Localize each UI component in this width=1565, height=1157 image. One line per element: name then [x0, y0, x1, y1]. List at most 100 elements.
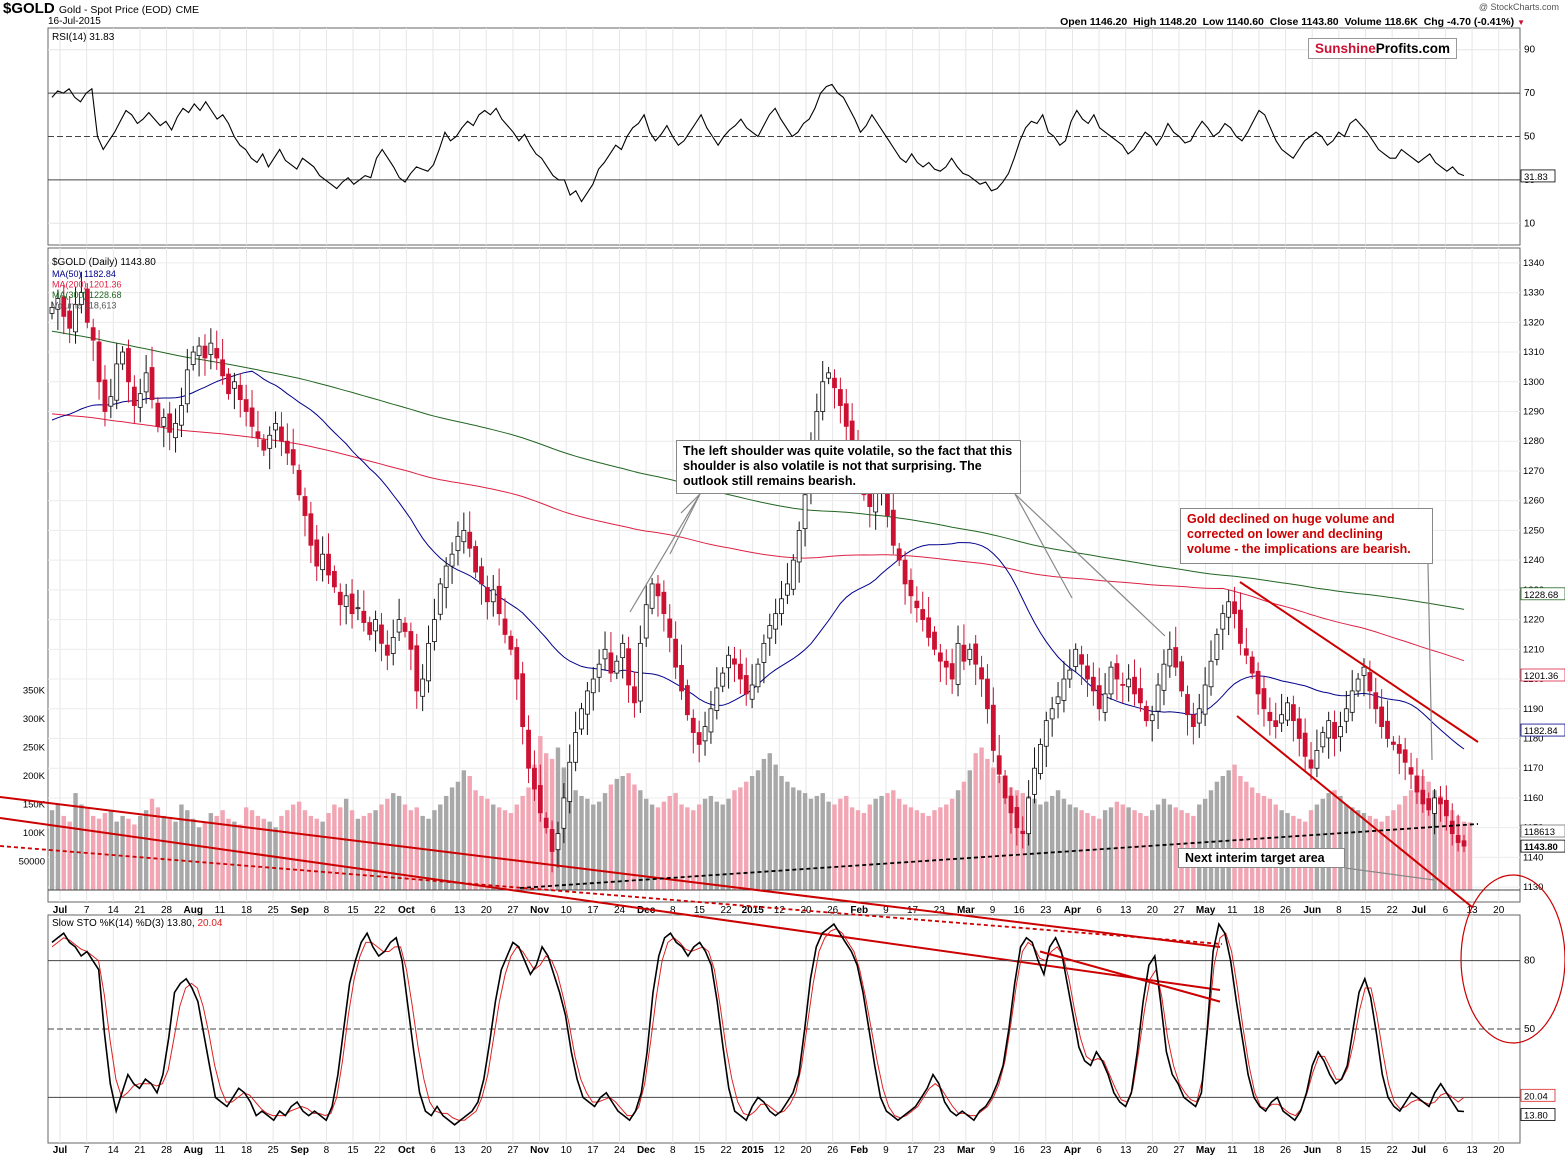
candle-body — [455, 535, 461, 552]
x-tick-label: 2015 — [742, 1145, 765, 1156]
candle-body — [437, 583, 443, 615]
stoch-tick-label: 80 — [1524, 956, 1536, 967]
candle-body — [1049, 708, 1055, 720]
candle-body — [1432, 797, 1437, 814]
volume-bar — [232, 821, 237, 890]
candle-body — [137, 393, 143, 408]
price-tick-label: 1220 — [1523, 615, 1544, 626]
volume-bar — [855, 810, 861, 890]
volume-bar — [885, 793, 890, 890]
x-tick-label: 13 — [1467, 1145, 1479, 1156]
volume-bar — [1067, 804, 1073, 890]
candle-body — [761, 642, 767, 663]
volume-bar — [143, 810, 149, 890]
volume-bar — [343, 798, 349, 890]
volume-bar — [208, 813, 214, 890]
price-tick-label: 1130 — [1523, 882, 1543, 893]
open-value: 1146.20 — [1089, 16, 1128, 28]
x-tick-label: Mar — [957, 1145, 975, 1156]
volume-tick-label: 300K — [23, 714, 46, 725]
x-tick-label: 13 — [1467, 905, 1479, 916]
candle-body — [308, 513, 314, 546]
candle-body — [820, 381, 826, 412]
candle-body — [832, 377, 837, 389]
volume-bar — [1332, 790, 1337, 890]
candle-body — [96, 341, 102, 383]
candle-body — [261, 439, 267, 451]
x-tick-label: 20 — [481, 1145, 493, 1156]
candle-body — [773, 613, 779, 630]
candle-body — [296, 469, 302, 496]
x-tick-label: 8 — [670, 905, 676, 916]
candle-body — [520, 673, 526, 728]
candle-body — [1038, 744, 1043, 774]
x-tick-label: 15 — [348, 905, 360, 916]
candle-body — [202, 345, 208, 359]
candle-body — [408, 631, 414, 650]
x-tick-label: 13 — [454, 1145, 466, 1156]
stoch-title: Slow STO %K(14) %D(3) 13.80, 20.04 — [52, 918, 223, 929]
x-tick-label: 26 — [827, 905, 839, 916]
volume-bar — [155, 807, 161, 890]
volume-bar — [173, 821, 178, 890]
rsi-tick-label: 10 — [1524, 218, 1536, 229]
x-tick-label: 23 — [934, 905, 946, 916]
x-tick-label: 11 — [215, 1145, 226, 1156]
candle-body — [1308, 759, 1314, 769]
candle-body — [1096, 685, 1102, 710]
candle-body — [637, 642, 643, 702]
candle-body — [1102, 693, 1108, 713]
volume-bar — [1355, 810, 1361, 890]
price-tick-label: 1190 — [1523, 704, 1543, 715]
candle-body — [749, 684, 755, 700]
volume-bar — [679, 804, 684, 890]
candle-body — [55, 298, 61, 310]
x-tick-label: 9 — [883, 1145, 889, 1156]
x-tick-label: 26 — [1280, 1145, 1292, 1156]
volume-bar — [191, 818, 196, 890]
x-tick-label: 17 — [587, 905, 599, 916]
candle-body — [1238, 609, 1243, 644]
price-last-value: 1182.84 — [1524, 726, 1558, 737]
volume-bar — [1367, 815, 1373, 890]
volume-bar — [349, 810, 355, 890]
volume-bar — [632, 784, 637, 890]
volume-bar — [626, 773, 631, 890]
candle-body — [985, 678, 990, 710]
candle-body — [1408, 767, 1414, 775]
candle-body — [1243, 648, 1249, 656]
stoch-trendline — [1039, 950, 1221, 1003]
candle-body — [843, 403, 849, 427]
candle-body — [484, 587, 490, 603]
x-tick-label: Sep — [291, 905, 309, 916]
candle-body — [461, 530, 467, 543]
x-tick-label: 23 — [1040, 905, 1052, 916]
candle-body — [579, 708, 584, 730]
volume-bar — [426, 818, 431, 890]
candle-body — [1373, 692, 1379, 710]
candle-body — [61, 296, 67, 317]
volume-bar — [1438, 795, 1443, 890]
volume-bar — [779, 776, 784, 890]
x-tick-label: Jul — [53, 905, 68, 916]
x-tick-label: 15 — [1360, 1145, 1372, 1156]
x-tick-label: 17 — [587, 1145, 599, 1156]
candle-body — [1090, 676, 1096, 692]
candle-body — [432, 619, 437, 642]
candle-body — [673, 638, 679, 668]
candle-body — [1414, 775, 1420, 793]
candle-body — [590, 678, 596, 694]
volume-bar — [396, 795, 402, 890]
volume-bar — [1314, 804, 1320, 890]
x-tick-label: 18 — [1253, 905, 1265, 916]
rsi-tick-label: 50 — [1524, 132, 1536, 143]
price-tick-label: 1270 — [1523, 466, 1544, 477]
volume-bar — [897, 798, 902, 890]
volume-bar — [291, 804, 296, 890]
candle-body — [949, 663, 955, 680]
x-tick-label: 6 — [430, 905, 436, 916]
volume-bar — [667, 795, 672, 890]
candle-body — [1279, 714, 1285, 724]
price-tick-label: 1290 — [1523, 407, 1544, 418]
candle-body — [473, 546, 479, 573]
